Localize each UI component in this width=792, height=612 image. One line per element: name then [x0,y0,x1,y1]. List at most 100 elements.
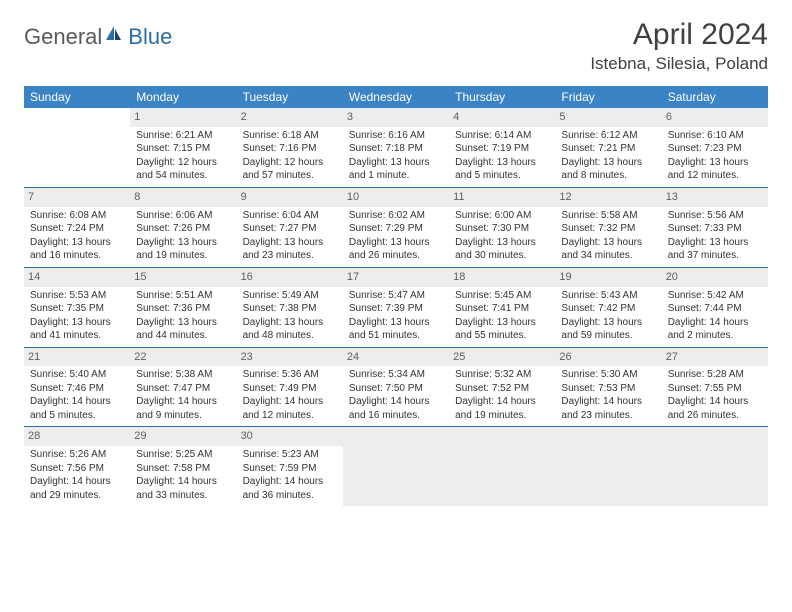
daylight-text: Daylight: 12 hours and 57 minutes. [243,156,337,183]
weekday-header: Tuesday [237,86,343,108]
day-number: 29 [130,427,236,446]
day-number: 1 [130,108,236,127]
calendar-cell: 24Sunrise: 5:34 AMSunset: 7:50 PMDayligh… [343,347,449,427]
location-subtitle: Istebna, Silesia, Poland [590,54,768,74]
weekday-header: Thursday [449,86,555,108]
sunrise-text: Sunrise: 6:12 AM [561,129,655,143]
day-number: 17 [343,268,449,287]
day-number: 5 [555,108,661,127]
daylight-text: Daylight: 13 hours and 30 minutes. [455,236,549,263]
day-number: 21 [24,348,130,367]
sunset-text: Sunset: 7:33 PM [668,222,762,236]
calendar-cell [24,108,130,187]
day-number: 8 [130,188,236,207]
day-number: 23 [237,348,343,367]
daylight-text: Daylight: 14 hours and 33 minutes. [136,475,230,502]
calendar-cell: 4Sunrise: 6:14 AMSunset: 7:19 PMDaylight… [449,108,555,187]
calendar-cell: 30Sunrise: 5:23 AMSunset: 7:59 PMDayligh… [237,427,343,506]
logo-text-general: General [24,24,102,50]
sunrise-text: Sunrise: 5:49 AM [243,289,337,303]
calendar-cell: 7Sunrise: 6:08 AMSunset: 7:24 PMDaylight… [24,187,130,267]
sunrise-text: Sunrise: 5:38 AM [136,368,230,382]
calendar-cell: 22Sunrise: 5:38 AMSunset: 7:47 PMDayligh… [130,347,236,427]
sunset-text: Sunset: 7:55 PM [668,382,762,396]
sunrise-text: Sunrise: 5:28 AM [668,368,762,382]
sunrise-text: Sunrise: 5:42 AM [668,289,762,303]
calendar-cell: 19Sunrise: 5:43 AMSunset: 7:42 PMDayligh… [555,267,661,347]
sunrise-text: Sunrise: 6:08 AM [30,209,124,223]
sunrise-text: Sunrise: 5:26 AM [30,448,124,462]
sunrise-text: Sunrise: 6:10 AM [668,129,762,143]
sunrise-text: Sunrise: 5:43 AM [561,289,655,303]
daylight-text: Daylight: 13 hours and 16 minutes. [30,236,124,263]
daylight-text: Daylight: 13 hours and 23 minutes. [243,236,337,263]
sunset-text: Sunset: 7:27 PM [243,222,337,236]
daylight-text: Daylight: 12 hours and 54 minutes. [136,156,230,183]
sunset-text: Sunset: 7:16 PM [243,142,337,156]
sunset-text: Sunset: 7:15 PM [136,142,230,156]
weekday-header: Sunday [24,86,130,108]
weekday-header-row: Sunday Monday Tuesday Wednesday Thursday… [24,86,768,108]
daylight-text: Daylight: 14 hours and 29 minutes. [30,475,124,502]
day-number: 25 [449,348,555,367]
calendar-row: 28Sunrise: 5:26 AMSunset: 7:56 PMDayligh… [24,427,768,506]
sunset-text: Sunset: 7:35 PM [30,302,124,316]
sunrise-text: Sunrise: 5:25 AM [136,448,230,462]
title-block: April 2024 Istebna, Silesia, Poland [590,18,768,74]
calendar-row: 14Sunrise: 5:53 AMSunset: 7:35 PMDayligh… [24,267,768,347]
daylight-text: Daylight: 13 hours and 5 minutes. [455,156,549,183]
daylight-text: Daylight: 14 hours and 23 minutes. [561,395,655,422]
calendar-cell: 18Sunrise: 5:45 AMSunset: 7:41 PMDayligh… [449,267,555,347]
calendar-cell: 16Sunrise: 5:49 AMSunset: 7:38 PMDayligh… [237,267,343,347]
day-number: 22 [130,348,236,367]
calendar-row: 1Sunrise: 6:21 AMSunset: 7:15 PMDaylight… [24,108,768,187]
sunset-text: Sunset: 7:41 PM [455,302,549,316]
sunset-text: Sunset: 7:30 PM [455,222,549,236]
day-number: 13 [662,188,768,207]
sunset-text: Sunset: 7:39 PM [349,302,443,316]
sunrise-text: Sunrise: 5:34 AM [349,368,443,382]
day-number: 27 [662,348,768,367]
logo: General Blue [24,18,172,50]
sunset-text: Sunset: 7:59 PM [243,462,337,476]
sunset-text: Sunset: 7:38 PM [243,302,337,316]
day-number: 28 [24,427,130,446]
daylight-text: Daylight: 14 hours and 26 minutes. [668,395,762,422]
sunset-text: Sunset: 7:24 PM [30,222,124,236]
calendar-row: 7Sunrise: 6:08 AMSunset: 7:24 PMDaylight… [24,187,768,267]
sunset-text: Sunset: 7:21 PM [561,142,655,156]
sunset-text: Sunset: 7:47 PM [136,382,230,396]
daylight-text: Daylight: 13 hours and 34 minutes. [561,236,655,263]
daylight-text: Daylight: 13 hours and 12 minutes. [668,156,762,183]
day-number: 2 [237,108,343,127]
calendar-cell: 29Sunrise: 5:25 AMSunset: 7:58 PMDayligh… [130,427,236,506]
calendar-cell: 17Sunrise: 5:47 AMSunset: 7:39 PMDayligh… [343,267,449,347]
calendar-cell: 15Sunrise: 5:51 AMSunset: 7:36 PMDayligh… [130,267,236,347]
calendar-cell: 14Sunrise: 5:53 AMSunset: 7:35 PMDayligh… [24,267,130,347]
daylight-text: Daylight: 13 hours and 37 minutes. [668,236,762,263]
sunset-text: Sunset: 7:44 PM [668,302,762,316]
sunset-text: Sunset: 7:53 PM [561,382,655,396]
day-number: 14 [24,268,130,287]
day-number: 6 [662,108,768,127]
daylight-text: Daylight: 13 hours and 41 minutes. [30,316,124,343]
daylight-text: Daylight: 13 hours and 19 minutes. [136,236,230,263]
sail-icon [104,24,124,49]
daylight-text: Daylight: 14 hours and 12 minutes. [243,395,337,422]
calendar-cell: 28Sunrise: 5:26 AMSunset: 7:56 PMDayligh… [24,427,130,506]
sunset-text: Sunset: 7:18 PM [349,142,443,156]
sunrise-text: Sunrise: 5:56 AM [668,209,762,223]
day-number: 18 [449,268,555,287]
weekday-header: Wednesday [343,86,449,108]
sunset-text: Sunset: 7:19 PM [455,142,549,156]
calendar-cell: 23Sunrise: 5:36 AMSunset: 7:49 PMDayligh… [237,347,343,427]
day-number: 20 [662,268,768,287]
daylight-text: Daylight: 13 hours and 55 minutes. [455,316,549,343]
calendar-cell [662,427,768,506]
calendar-cell [449,427,555,506]
sunrise-text: Sunrise: 6:06 AM [136,209,230,223]
sunrise-text: Sunrise: 6:04 AM [243,209,337,223]
daylight-text: Daylight: 14 hours and 9 minutes. [136,395,230,422]
day-number: 4 [449,108,555,127]
daylight-text: Daylight: 14 hours and 16 minutes. [349,395,443,422]
